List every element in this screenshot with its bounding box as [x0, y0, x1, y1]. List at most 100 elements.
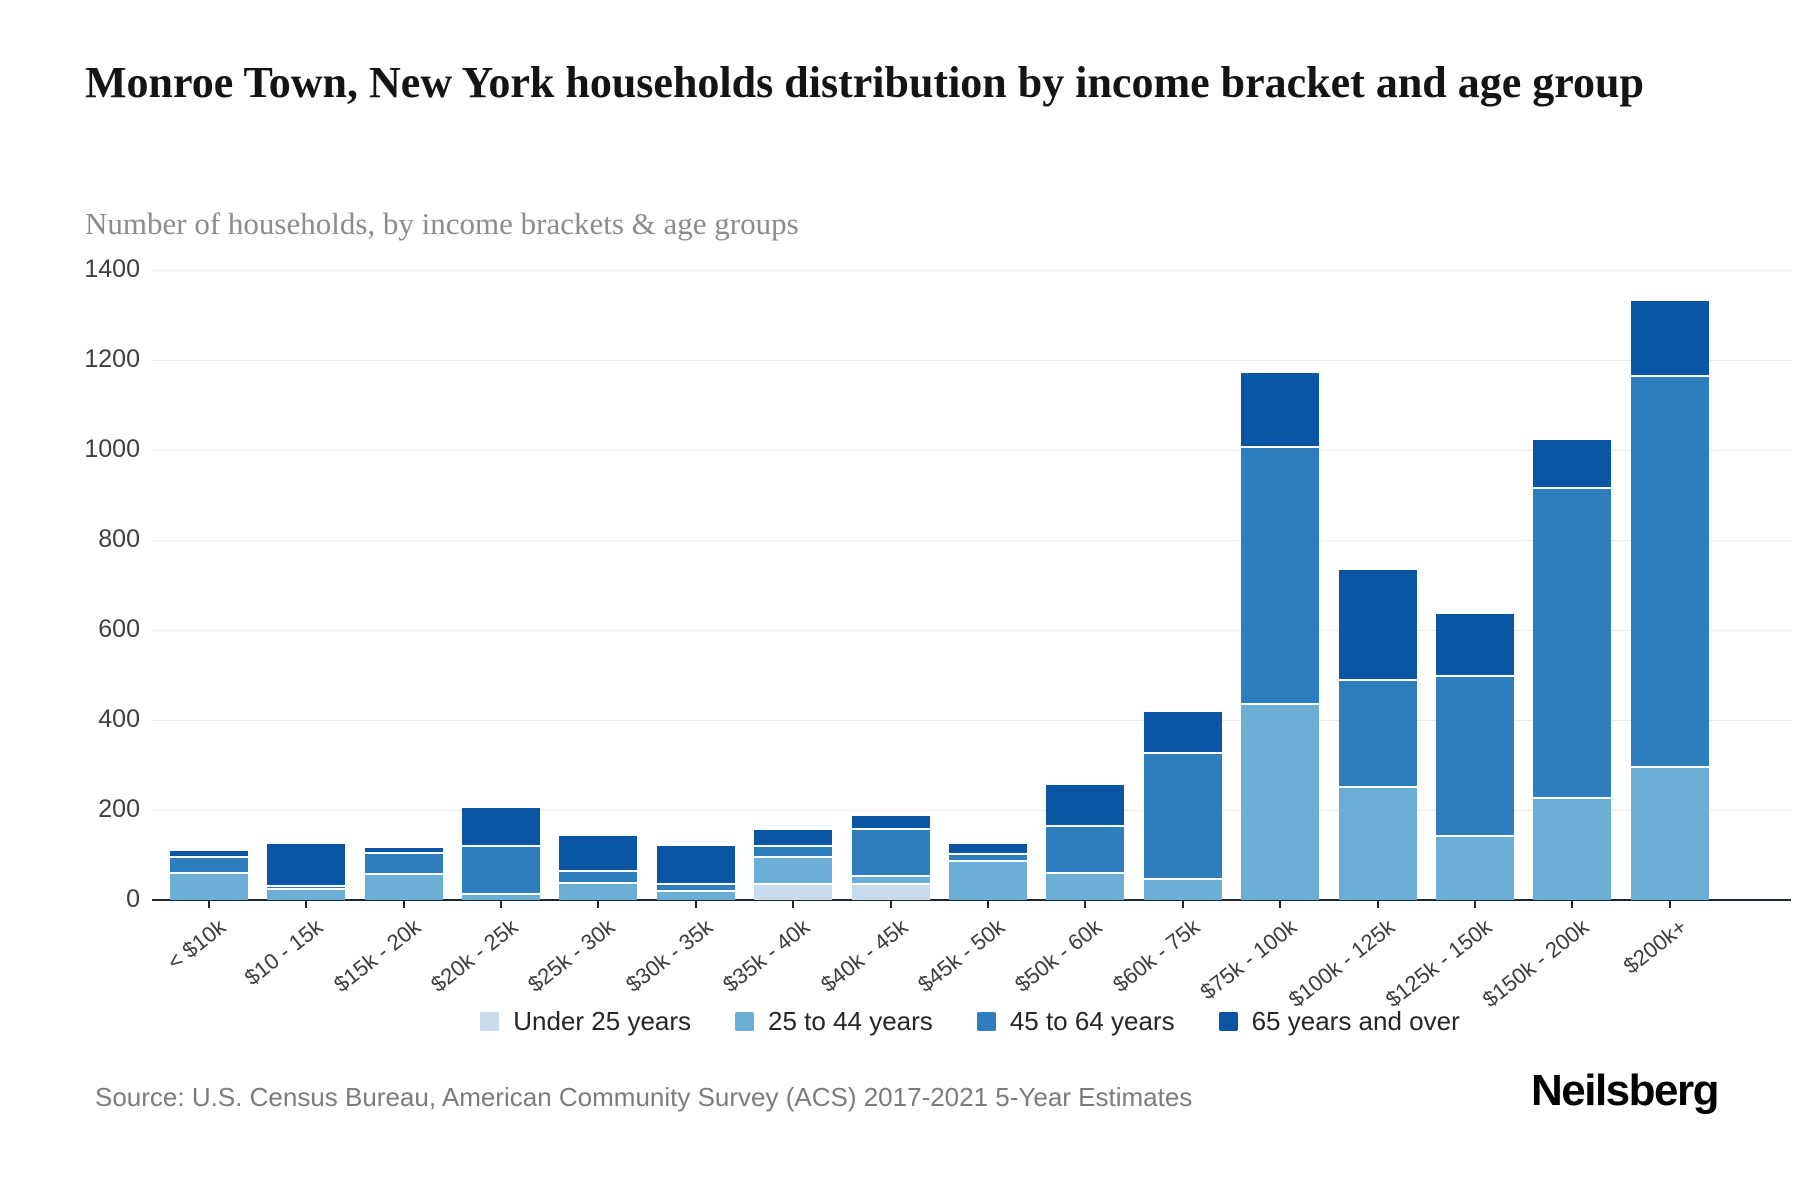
bar-segment[interactable] [851, 874, 930, 883]
bar-segment[interactable] [267, 844, 346, 885]
bar-segment[interactable] [364, 851, 443, 873]
bar-segment[interactable] [1046, 824, 1125, 872]
bar-segment[interactable] [1143, 751, 1222, 878]
bar-segment[interactable] [1046, 871, 1125, 900]
legend-label: 25 to 44 years [768, 1006, 933, 1036]
bar-segment[interactable] [1241, 372, 1320, 446]
bar-segment[interactable] [1338, 570, 1417, 680]
bar-125k-150k[interactable] [1435, 614, 1514, 900]
bar-35k-40k[interactable] [754, 829, 833, 900]
bar-15k-20k[interactable] [364, 847, 443, 900]
x-axis-tick [986, 901, 989, 908]
bar-20k-25k[interactable] [461, 808, 540, 900]
bar-segment[interactable] [1630, 374, 1709, 766]
bar-segment[interactable] [1143, 877, 1222, 900]
bar-segment[interactable] [1435, 835, 1514, 900]
page-subtitle: Number of households, by income brackets… [85, 206, 799, 241]
y-tick-label: 400 [98, 705, 140, 733]
bar-segment[interactable] [364, 873, 443, 900]
legend-swatch-icon [1218, 1012, 1238, 1031]
x-axis-tick [499, 901, 502, 908]
y-gridline [152, 720, 1791, 721]
bar-segment[interactable] [948, 859, 1027, 900]
bar-segment[interactable] [948, 853, 1027, 860]
bar-segment[interactable] [559, 835, 638, 870]
y-tick-label: 600 [98, 615, 140, 643]
y-gridline [152, 270, 1791, 271]
bar-segment[interactable] [1533, 486, 1612, 797]
x-axis-tick [694, 901, 697, 908]
x-axis-tick [1279, 901, 1282, 908]
bar-segment[interactable] [461, 808, 540, 846]
bar-segment[interactable] [1143, 712, 1222, 752]
bar-60k-75k[interactable] [1143, 712, 1222, 900]
x-axis-tick [1376, 901, 1379, 908]
legend-label: Under 25 years [513, 1006, 692, 1036]
bar-40k-45k[interactable] [851, 815, 930, 900]
legend-swatch-icon [480, 1012, 500, 1031]
bar-segment[interactable] [754, 845, 833, 857]
bar-segment[interactable] [851, 815, 930, 829]
bar-segment[interactable] [169, 871, 248, 900]
y-tick-label: 1400 [84, 255, 140, 283]
bar-segment[interactable] [754, 856, 833, 884]
bar-segment[interactable] [169, 851, 248, 856]
x-axis-tick [1084, 901, 1087, 908]
x-axis-tick [1571, 901, 1574, 908]
bar-segment[interactable] [559, 882, 638, 900]
bar-segment[interactable] [461, 845, 540, 894]
y-gridline [152, 450, 1791, 451]
bar-25k-30k[interactable] [559, 835, 638, 900]
bar-100k-125k[interactable] [1338, 570, 1417, 900]
source-note: Source: U.S. Census Bureau, American Com… [95, 1082, 1193, 1112]
bar-segment[interactable] [267, 884, 346, 888]
bar-75k-100k[interactable] [1241, 372, 1320, 900]
bar-segment[interactable] [948, 844, 1027, 854]
legend-item[interactable]: 45 to 64 years [976, 1006, 1175, 1037]
bar-150k-200k[interactable] [1533, 440, 1612, 900]
bar-segment[interactable] [754, 829, 833, 846]
bar-segment[interactable] [1533, 796, 1612, 900]
bar-segment[interactable] [656, 890, 735, 900]
legend-item[interactable]: 25 to 44 years [735, 1006, 933, 1037]
x-axis-tick [597, 901, 600, 908]
bar-segment[interactable] [656, 882, 735, 891]
y-gridline [152, 630, 1791, 631]
brand-logo[interactable]: Neilsberg [1530, 1066, 1720, 1115]
y-gridline [152, 810, 1791, 811]
bar-segment[interactable] [1435, 614, 1514, 676]
bar-segment[interactable] [851, 882, 930, 900]
bar-segment[interactable] [1435, 675, 1514, 836]
x-axis-line [152, 899, 1791, 901]
legend-item[interactable]: 65 years and over [1218, 1006, 1460, 1037]
legend-item[interactable]: Under 25 years [480, 1006, 691, 1037]
bar-segment[interactable] [1241, 445, 1320, 703]
bar-segment[interactable] [169, 855, 248, 872]
x-axis-tick [792, 901, 795, 908]
bar-segment[interactable] [1046, 784, 1125, 825]
legend: Under 25 years 25 to 44 years 45 to 64 yea… [150, 1006, 1790, 1037]
bar-segment[interactable] [656, 846, 735, 883]
bar-10-15k[interactable] [267, 844, 346, 900]
bar-segment[interactable] [1338, 679, 1417, 787]
bar-segment[interactable] [559, 869, 638, 882]
bar-segment[interactable] [1533, 440, 1612, 487]
x-axis-tick [305, 901, 308, 908]
bar-30k-35k[interactable] [656, 846, 735, 900]
bar-segment[interactable] [364, 847, 443, 852]
bar-segment[interactable] [851, 828, 930, 875]
page-title: Monroe Town, New York households distrib… [85, 58, 1644, 107]
bar-segment[interactable] [461, 893, 540, 900]
bar-segment[interactable] [1241, 702, 1320, 900]
bar-segment[interactable] [1338, 786, 1417, 900]
bar-segment[interactable] [1630, 301, 1709, 375]
bar-10k[interactable] [169, 851, 248, 900]
bar-segment[interactable] [267, 887, 346, 900]
x-axis-tick [1473, 901, 1476, 908]
bar-segment[interactable] [1630, 765, 1709, 900]
bar-200k[interactable] [1630, 301, 1709, 900]
bar-50k-60k[interactable] [1046, 784, 1125, 900]
bar-segment[interactable] [754, 883, 833, 900]
bar-45k-50k[interactable] [948, 844, 1027, 900]
